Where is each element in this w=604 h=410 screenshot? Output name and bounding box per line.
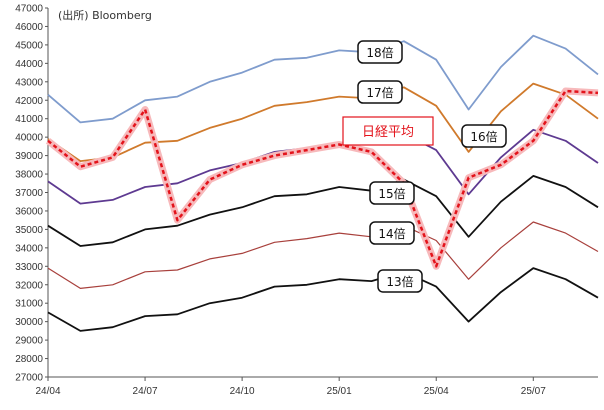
y-tick-label: 39000 <box>15 151 43 162</box>
x-axis: 24/04 24/07 24/10 25/01 25/04 25/07 <box>35 377 546 397</box>
y-tick-label: 41000 <box>15 114 43 125</box>
series-line-13x <box>47 267 599 332</box>
label-15x: 15倍 <box>369 181 415 205</box>
y-tick-label: 40000 <box>15 133 43 144</box>
y-tick-label: 46000 <box>15 22 43 33</box>
svg-text:13倍: 13倍 <box>386 274 413 289</box>
svg-text:14倍: 14倍 <box>378 226 405 241</box>
series-line-nikkei-glow <box>45 87 599 270</box>
y-tick-label: 38000 <box>15 170 43 181</box>
label-16x: 16倍 <box>461 124 507 148</box>
series-line-18x <box>47 34 599 124</box>
x-tick-label: 24/10 <box>230 386 255 397</box>
svg-text:18倍: 18倍 <box>366 45 393 60</box>
y-tick-label: 31000 <box>15 299 43 310</box>
svg-text:16倍: 16倍 <box>470 129 497 144</box>
y-tick-label: 27000 <box>15 373 43 384</box>
series-line-17x <box>47 82 599 163</box>
x-tick-label: 25/04 <box>424 386 449 397</box>
series-line-15x <box>47 174 599 247</box>
y-tick-label: 28000 <box>15 354 43 365</box>
label-18x: 18倍 <box>357 40 403 64</box>
x-tick-label: 24/07 <box>133 386 158 397</box>
label-14x: 14倍 <box>369 221 415 245</box>
label-13x: 13倍 <box>377 269 423 293</box>
y-tick-label: 47000 <box>15 4 43 15</box>
series-line-16x <box>47 128 599 205</box>
svg-text:17倍: 17倍 <box>366 85 393 100</box>
x-tick-label: 25/07 <box>521 386 546 397</box>
series-line-nikkei <box>47 89 599 268</box>
y-tick-label: 43000 <box>15 77 43 88</box>
source-note: (出所) Bloomberg <box>58 8 152 22</box>
series-line-14x <box>47 221 599 289</box>
y-axis: 27000 28000 29000 30000 31000 32000 33000 34000… <box>15 4 48 384</box>
y-tick-label: 36000 <box>15 206 43 217</box>
series-lines <box>45 34 599 332</box>
y-tick-label: 29000 <box>15 336 43 347</box>
label-17x: 17倍 <box>357 80 403 104</box>
label-nikkei: 日経平均 <box>342 116 434 146</box>
y-tick-label: 42000 <box>15 96 43 107</box>
y-tick-label: 33000 <box>15 262 43 273</box>
y-tick-label: 37000 <box>15 188 43 199</box>
y-tick-label: 34000 <box>15 243 43 254</box>
svg-text:15倍: 15倍 <box>378 186 405 201</box>
y-tick-label: 45000 <box>15 40 43 51</box>
y-tick-label: 30000 <box>15 317 43 328</box>
x-tick-label: 25/01 <box>327 386 352 397</box>
svg-text:日経平均: 日経平均 <box>362 125 414 140</box>
y-tick-label: 35000 <box>15 225 43 236</box>
x-tick-label: 24/04 <box>35 386 60 397</box>
y-tick-label: 44000 <box>15 59 43 70</box>
y-tick-label: 32000 <box>15 280 43 291</box>
